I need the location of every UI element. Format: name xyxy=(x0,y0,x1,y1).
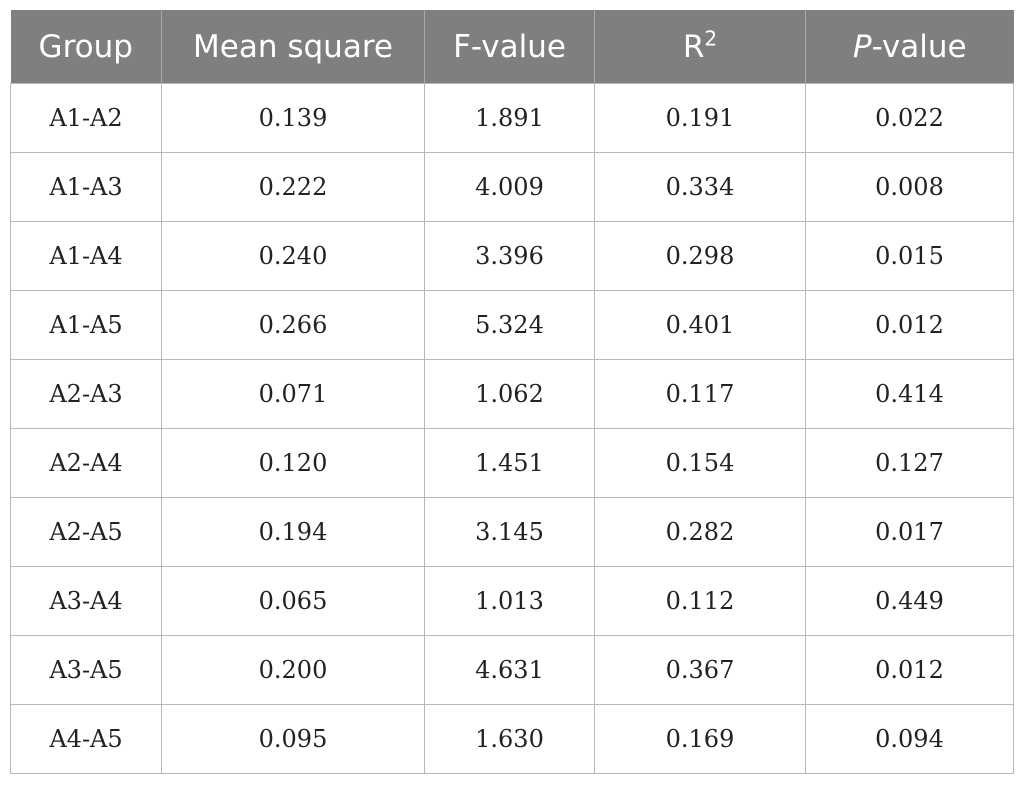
cell-group: A1-A5 xyxy=(10,290,162,360)
cell-r-squared: 0.169 xyxy=(594,704,806,774)
header-f-value-label: F-value xyxy=(453,28,566,65)
cell-f-value: 3.145 xyxy=(424,497,595,567)
cell-f-value: 1.451 xyxy=(424,428,595,498)
cell-r-squared: 0.154 xyxy=(594,428,806,498)
cell-p-value: 0.127 xyxy=(805,428,1014,498)
cell-mean-square: 0.200 xyxy=(161,635,425,705)
cell-mean-square: 0.071 xyxy=(161,359,425,429)
cell-group: A2-A3 xyxy=(10,359,162,429)
cell-group: A2-A4 xyxy=(10,428,162,498)
cell-group: A2-A5 xyxy=(10,497,162,567)
header-row: Group Mean square F-value R2 P-value xyxy=(10,10,1014,84)
cell-group: A3-A4 xyxy=(10,566,162,636)
cell-group: A4-A5 xyxy=(10,704,162,774)
cell-f-value: 1.013 xyxy=(424,566,595,636)
cell-r-squared: 0.282 xyxy=(594,497,806,567)
cell-mean-square: 0.120 xyxy=(161,428,425,498)
cell-mean-square: 0.095 xyxy=(161,704,425,774)
header-r-squared-base: R xyxy=(682,28,705,65)
table-row: A1-A3 0.222 4.009 0.334 0.008 xyxy=(10,152,1014,222)
table-row: A3-A4 0.065 1.013 0.112 0.449 xyxy=(10,566,1014,636)
cell-group: A1-A2 xyxy=(10,83,162,153)
cell-f-value: 4.631 xyxy=(424,635,595,705)
cell-p-value: 0.094 xyxy=(805,704,1014,774)
cell-r-squared: 0.191 xyxy=(594,83,806,153)
cell-f-value: 3.396 xyxy=(424,221,595,291)
header-p-value: P-value xyxy=(805,10,1014,84)
header-group-label: Group xyxy=(38,28,133,65)
cell-r-squared: 0.367 xyxy=(594,635,806,705)
cell-r-squared: 0.401 xyxy=(594,290,806,360)
table-row: A1-A2 0.139 1.891 0.191 0.022 xyxy=(10,83,1014,153)
cell-r-squared: 0.117 xyxy=(594,359,806,429)
results-table-container: Group Mean square F-value R2 P-value A1-… xyxy=(10,10,1014,774)
table-row: A4-A5 0.095 1.630 0.169 0.094 xyxy=(10,704,1014,774)
cell-r-squared: 0.298 xyxy=(594,221,806,291)
cell-f-value: 1.630 xyxy=(424,704,595,774)
cell-p-value: 0.012 xyxy=(805,635,1014,705)
cell-mean-square: 0.240 xyxy=(161,221,425,291)
table-row: A2-A5 0.194 3.145 0.282 0.017 xyxy=(10,497,1014,567)
cell-mean-square: 0.194 xyxy=(161,497,425,567)
header-group: Group xyxy=(10,10,162,84)
cell-mean-square: 0.266 xyxy=(161,290,425,360)
cell-p-value: 0.022 xyxy=(805,83,1014,153)
cell-r-squared: 0.112 xyxy=(594,566,806,636)
cell-group: A3-A5 xyxy=(10,635,162,705)
table-row: A2-A4 0.120 1.451 0.154 0.127 xyxy=(10,428,1014,498)
table-row: A2-A3 0.071 1.062 0.117 0.414 xyxy=(10,359,1014,429)
cell-p-value: 0.414 xyxy=(805,359,1014,429)
table-header: Group Mean square F-value R2 P-value xyxy=(10,10,1014,84)
cell-mean-square: 0.222 xyxy=(161,152,425,222)
header-p-value-rest: -value xyxy=(871,28,967,65)
cell-f-value: 5.324 xyxy=(424,290,595,360)
cell-p-value: 0.012 xyxy=(805,290,1014,360)
header-mean-square-label: Mean square xyxy=(193,28,393,65)
cell-r-squared: 0.334 xyxy=(594,152,806,222)
cell-group: A1-A3 xyxy=(10,152,162,222)
header-r-squared-superscript: 2 xyxy=(704,26,718,51)
table-row: A1-A5 0.266 5.324 0.401 0.012 xyxy=(10,290,1014,360)
header-f-value: F-value xyxy=(424,10,595,84)
cell-group: A1-A4 xyxy=(10,221,162,291)
results-table: Group Mean square F-value R2 P-value A1-… xyxy=(10,10,1014,774)
table-body: A1-A2 0.139 1.891 0.191 0.022 A1-A3 0.22… xyxy=(10,83,1014,774)
cell-f-value: 1.891 xyxy=(424,83,595,153)
header-r-squared: R2 xyxy=(594,10,806,84)
cell-mean-square: 0.065 xyxy=(161,566,425,636)
table-row: A3-A5 0.200 4.631 0.367 0.012 xyxy=(10,635,1014,705)
cell-p-value: 0.015 xyxy=(805,221,1014,291)
table-row: A1-A4 0.240 3.396 0.298 0.015 xyxy=(10,221,1014,291)
cell-p-value: 0.008 xyxy=(805,152,1014,222)
cell-p-value: 0.017 xyxy=(805,497,1014,567)
header-p-value-italic: P xyxy=(852,28,872,65)
cell-f-value: 1.062 xyxy=(424,359,595,429)
header-mean-square: Mean square xyxy=(161,10,425,84)
cell-p-value: 0.449 xyxy=(805,566,1014,636)
cell-f-value: 4.009 xyxy=(424,152,595,222)
cell-mean-square: 0.139 xyxy=(161,83,425,153)
